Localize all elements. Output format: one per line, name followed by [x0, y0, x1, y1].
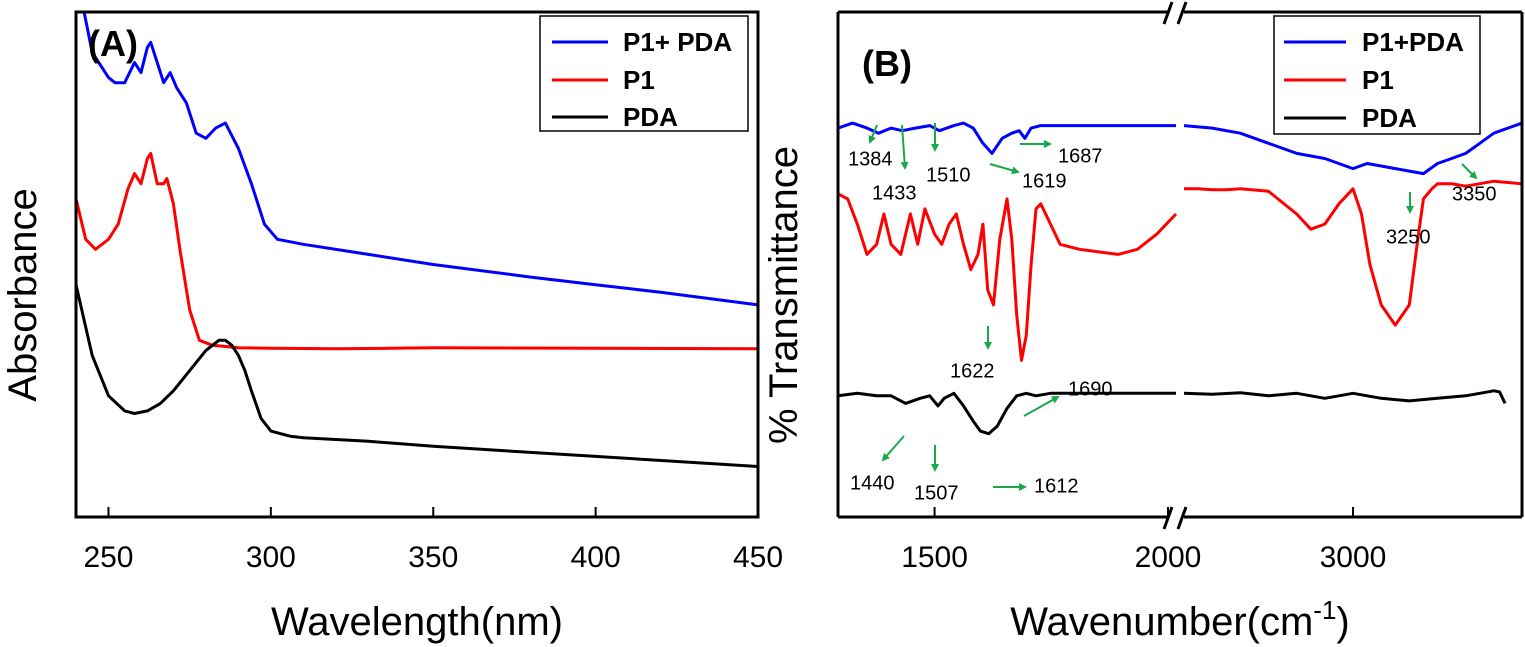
panel-b-series-0: [838, 121, 1522, 176]
panel-b-x-tick-label: 1500: [901, 541, 968, 574]
panel-b-legend-label-p1pda: P1+PDA: [1362, 27, 1464, 57]
panel-b: 1384 1433 1510 1619 1687 3250 3350 1622 1690 1440…: [762, 1, 1524, 644]
panel-b-x-axis-title-sup: -1: [1313, 595, 1336, 625]
peak-arrow: [881, 435, 905, 462]
panel-a-legend-label-p1: P1: [623, 65, 655, 95]
peak-label: 1433: [872, 182, 917, 204]
peak-label: 1612: [1034, 475, 1079, 497]
panel-b-y-axis-title: % Transmittance: [762, 146, 806, 444]
panel-a: 250 300 350 400 450 (A) P1+ PDA P1 PDA Wavel…: [1, 10, 783, 644]
panel-b-legend-label-p1: P1: [1362, 65, 1394, 95]
peak-label: 1690: [1068, 378, 1113, 400]
panel-a-label: (A): [88, 23, 138, 64]
peak-label: 1510: [926, 164, 971, 186]
panel-b-legend: P1+PDA P1 PDA: [1273, 15, 1481, 135]
peak-label: 1687: [1058, 145, 1103, 167]
panel-b-x-axis-title-end: ): [1336, 600, 1349, 644]
panel-b-series-2: [838, 389, 1507, 436]
panel-a-x-tick-label: 400: [571, 541, 621, 574]
panel-b-annotations: 1384 1433 1510 1619 1687 3250 3350 1622 1690 1440…: [848, 123, 1497, 504]
panel-a-series-0: [82, 12, 758, 307]
peak-label: 1622: [950, 360, 995, 382]
peak-label: 1619: [1022, 170, 1067, 192]
peak-label: 3350: [1452, 183, 1497, 205]
panel-b-x-axis-title: Wavenumber(cm-1): [1010, 595, 1349, 644]
panel-a-legend-label-p1pda: P1+ PDA: [623, 27, 732, 57]
peak-label: 1440: [850, 472, 895, 494]
panel-a-x-axis-title: Wavelength(nm): [271, 600, 563, 644]
peak-arrow: [1461, 163, 1478, 180]
panel-a-frame: [74, 10, 760, 519]
peak-arrow: [989, 163, 1020, 175]
peak-arrow: [1023, 396, 1060, 417]
panel-a-x-tick-label: 350: [408, 541, 458, 574]
panel-a-series-group: [76, 12, 758, 468]
panel-a-y-axis-title: Absorbance: [1, 188, 45, 401]
panel-b-axis-break-marks: [1162, 1, 1188, 530]
peak-arrow: [900, 124, 909, 170]
panel-a-series-2: [76, 284, 758, 468]
peak-arrow: [868, 124, 878, 144]
panel-a-legend-box: [539, 15, 749, 132]
panel-a-x-tick-label: 450: [733, 541, 783, 574]
panel-b-legend-label-pda: PDA: [1362, 103, 1417, 133]
panel-a-legend: P1+ PDA P1 PDA: [539, 15, 749, 132]
panel-b-x-ticks: 1500 2000 3000: [901, 507, 1386, 574]
peak-label: 1384: [848, 148, 893, 170]
panel-a-x-ticks: 250 300 350 400 450: [83, 507, 783, 574]
panel-a-x-tick-label: 300: [246, 541, 296, 574]
panel-b-x-tick-label: 3000: [1320, 541, 1387, 574]
panel-b-series-1: [838, 179, 1522, 362]
panel-b-series-group: [838, 121, 1522, 436]
panel-a-x-tick-label: 250: [83, 541, 133, 574]
panel-b-x-tick-label: 2000: [1135, 541, 1202, 574]
panel-a-series-1: [76, 151, 758, 351]
panel-b-x-axis-title-main: Wavenumber(cm: [1010, 600, 1313, 644]
peak-label: 3250: [1386, 226, 1431, 248]
peak-label: 1507: [914, 482, 959, 504]
panel-b-legend-box: [1273, 15, 1481, 135]
panel-b-frame: [836, 10, 1524, 519]
panel-a-legend-label-pda: PDA: [623, 102, 678, 132]
panel-b-label: (B): [862, 43, 912, 84]
